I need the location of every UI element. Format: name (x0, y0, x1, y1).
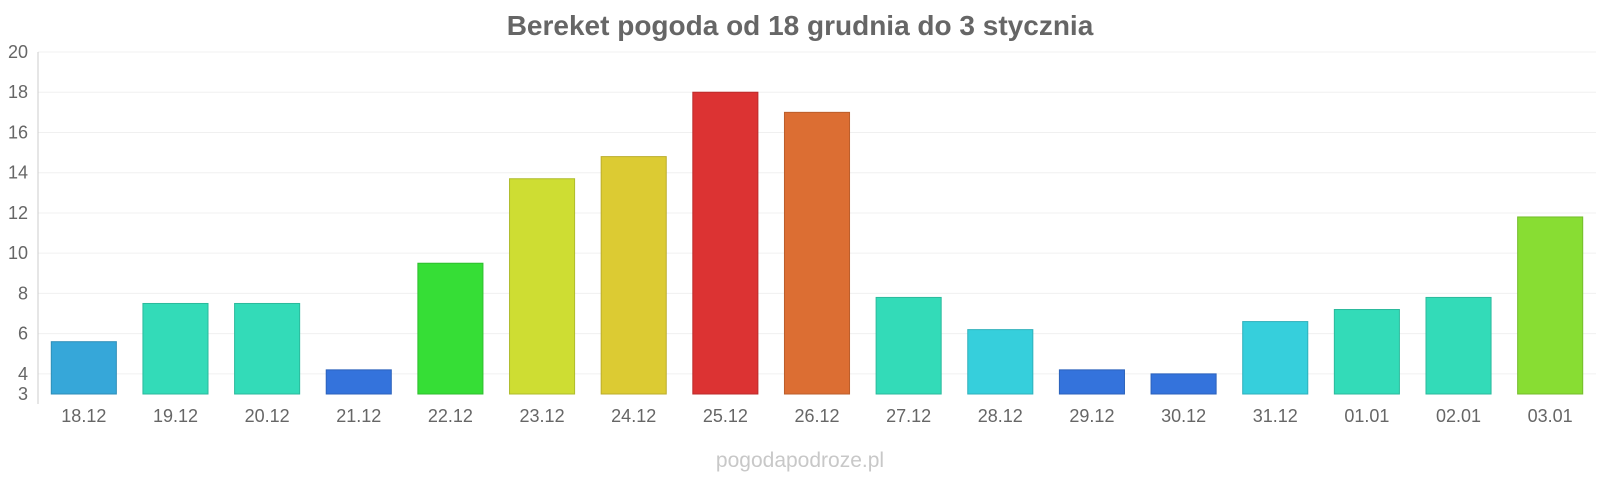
bar-29.12 (1058, 369, 1125, 395)
y-tick-label: 6 (18, 324, 28, 344)
bar-26.12 (783, 111, 851, 395)
x-tick-label: 21.12 (336, 406, 381, 426)
y-tick-label: 3 (18, 384, 28, 404)
x-tick-label: 24.12 (611, 406, 656, 426)
x-tick-label: 28.12 (978, 406, 1023, 426)
bar-18.12 (50, 341, 117, 395)
bar-03.01 (1517, 216, 1584, 395)
y-tick-label: 8 (18, 283, 28, 303)
x-tick-label: 30.12 (1161, 406, 1206, 426)
y-axis-tick-labels: 34 6 8 10 12 14 16 18 20 (8, 42, 28, 404)
y-tick-label: 20 (8, 42, 28, 62)
y-tick-label: 4 (18, 364, 28, 384)
x-tick-label: 18.12 (61, 406, 106, 426)
bars (50, 91, 1584, 395)
x-tick-label: 26.12 (794, 406, 839, 426)
y-tick-label: 18 (8, 82, 28, 102)
bar-21.12 (325, 369, 392, 395)
x-tick-label: 01.01 (1344, 406, 1389, 426)
x-tick-label: 31.12 (1253, 406, 1298, 426)
x-tick-label: 23.12 (520, 406, 565, 426)
bar-31.12 (1242, 321, 1309, 395)
bar-24.12 (600, 156, 667, 395)
bar-19.12 (142, 302, 209, 395)
y-tick-label: 12 (8, 203, 28, 223)
x-tick-label: 29.12 (1069, 406, 1114, 426)
bar-23.12 (509, 178, 576, 395)
bar-02.01 (1425, 296, 1492, 395)
bar-28.12 (967, 329, 1034, 395)
x-tick-label: 27.12 (886, 406, 931, 426)
x-tick-label: 25.12 (703, 406, 748, 426)
watermark: pogodapodroze.pl (715, 449, 885, 472)
x-tick-label: 03.01 (1528, 406, 1573, 426)
chart-title: Bereket pogoda od 18 grudnia do 3 styczn… (506, 10, 1094, 41)
y-tick-label: 14 (8, 163, 28, 183)
bar-30.12 (1150, 373, 1217, 395)
bar-25.12 (692, 91, 759, 395)
x-axis-tick-labels: 18.12 19.12 20.12 21.12 22.12 23.12 24.12 25.12… (61, 406, 1572, 426)
x-tick-label: 02.01 (1436, 406, 1481, 426)
y-tick-label: 16 (8, 122, 28, 142)
x-tick-label: 19.12 (153, 406, 198, 426)
bar-01.01 (1333, 309, 1400, 395)
x-tick-label: 22.12 (428, 406, 473, 426)
x-tick-label: 20.12 (245, 406, 290, 426)
y-tick-label: 10 (8, 243, 28, 263)
bar-22.12 (417, 262, 484, 395)
bar-20.12 (234, 302, 301, 395)
bar-27.12 (875, 296, 942, 395)
